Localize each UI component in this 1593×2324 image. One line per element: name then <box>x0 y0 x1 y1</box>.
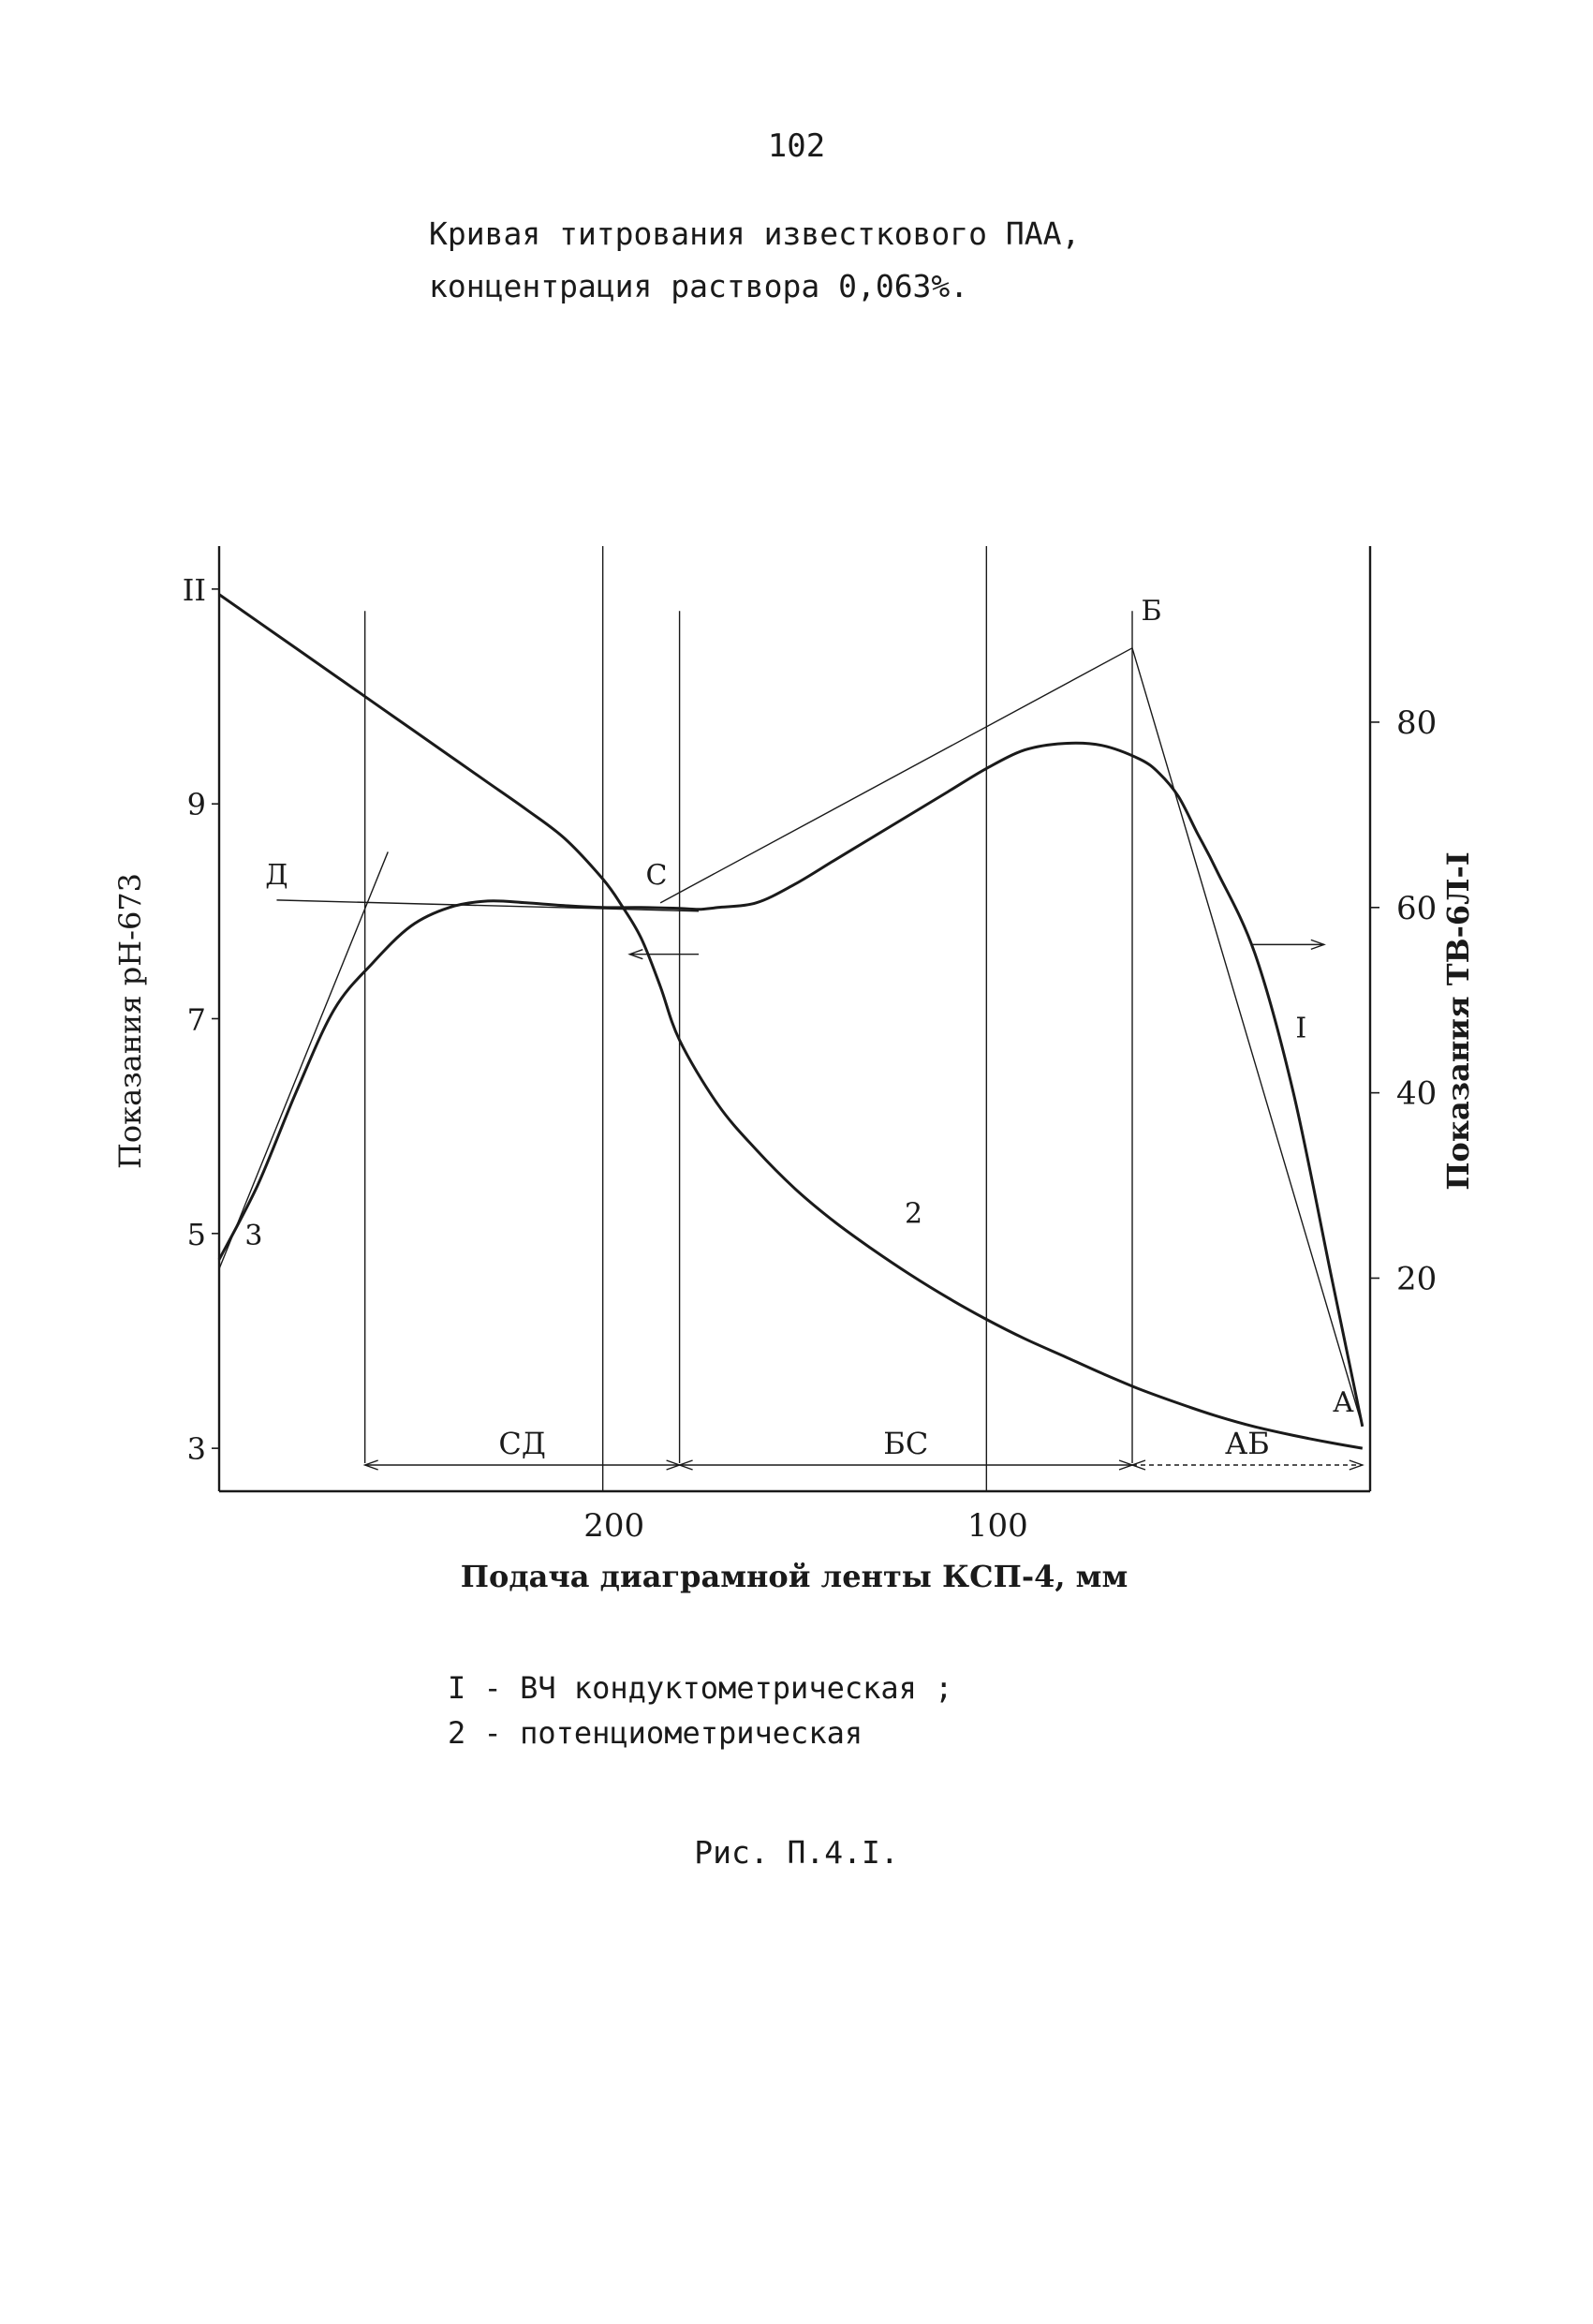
y-right-tick-label: 20 <box>1396 1260 1437 1297</box>
figure-title-line-2: концентрация раствора 0,063%. <box>429 268 969 304</box>
figure-title-line-1: Кривая титрования известкового ПАА, <box>429 215 1081 252</box>
legend: I - ВЧ кондуктометрическая ; 2 - потенци… <box>448 1665 952 1755</box>
figure-title: Кривая титрования известкового ПАА, конц… <box>429 208 1080 313</box>
legend-item-conductometric: I - ВЧ кондуктометрическая ; <box>448 1670 953 1706</box>
y-axis-right-label: Показания ТВ-6Л-I <box>1440 851 1476 1190</box>
segment-arrow-AB-head-right <box>1349 1459 1364 1471</box>
curve-label-I: I <box>1295 1012 1306 1044</box>
tangent-line-3D <box>218 851 389 1269</box>
chart-gridlines <box>601 546 988 1491</box>
y-left-tick-label: 3 <box>187 1431 206 1467</box>
y-left-tick-label: II <box>183 572 206 608</box>
tangent-line-CB <box>659 647 1133 904</box>
legend-item-potentiometric: 2 - потенциометрическая <box>448 1715 863 1751</box>
point-label-A: А <box>1333 1386 1354 1419</box>
segment-arrow-CD-head-left <box>362 1459 378 1471</box>
segment-label-AB: АБ <box>1225 1426 1270 1461</box>
chart-annotations <box>362 939 1364 1471</box>
tangent-line-BA <box>1131 647 1364 1427</box>
y-left-tick-label: 9 <box>187 787 206 822</box>
y-axis-left-label: Показания рН-673 <box>112 873 148 1169</box>
chart-series <box>217 593 1364 1450</box>
y-right-tick-label: 40 <box>1396 1075 1437 1113</box>
axis-pointer-curve-2-head <box>627 949 643 960</box>
segment-arrow-BC-head-left <box>677 1459 693 1471</box>
x-axis-label: Подача диаграмной ленты КСП-4, мм <box>461 1559 1128 1594</box>
point-label-D: Д <box>265 859 288 892</box>
curve-label-3: 3 <box>244 1220 262 1252</box>
series-line-conductometric <box>217 741 1364 1428</box>
chart-labels: Подача диаграмной ленты КСП-4, мм Показан… <box>112 595 1476 1594</box>
tangent-line-DC <box>276 899 700 912</box>
x-tick-label: 100 <box>967 1507 1028 1545</box>
series-line-potentiometric <box>218 593 1364 1450</box>
page-number: 102 <box>767 127 826 165</box>
chart-ticks: 200 100 3 5 7 9 II 20 40 60 80 <box>183 572 1438 1545</box>
point-label-C: С <box>646 859 668 892</box>
chart-frame <box>217 546 1372 1493</box>
y-left-tick-label: 7 <box>187 1002 206 1038</box>
axis-pointer-curve-I-head <box>1310 939 1326 951</box>
y-right-tick-label: 80 <box>1396 704 1437 742</box>
segment-label-CD: СД <box>498 1426 546 1461</box>
figure-number: Рис. П.4.I. <box>694 1834 899 1871</box>
segment-arrow-AB-head-left <box>1129 1459 1146 1471</box>
segment-label-BC: БС <box>883 1426 928 1461</box>
curve-label-2: 2 <box>905 1197 922 1230</box>
x-tick-label: 200 <box>583 1507 644 1545</box>
point-label-B: Б <box>1141 595 1161 628</box>
y-right-tick-label: 60 <box>1396 890 1437 927</box>
construction-lines <box>218 611 1364 1463</box>
y-left-tick-label: 5 <box>187 1217 206 1252</box>
